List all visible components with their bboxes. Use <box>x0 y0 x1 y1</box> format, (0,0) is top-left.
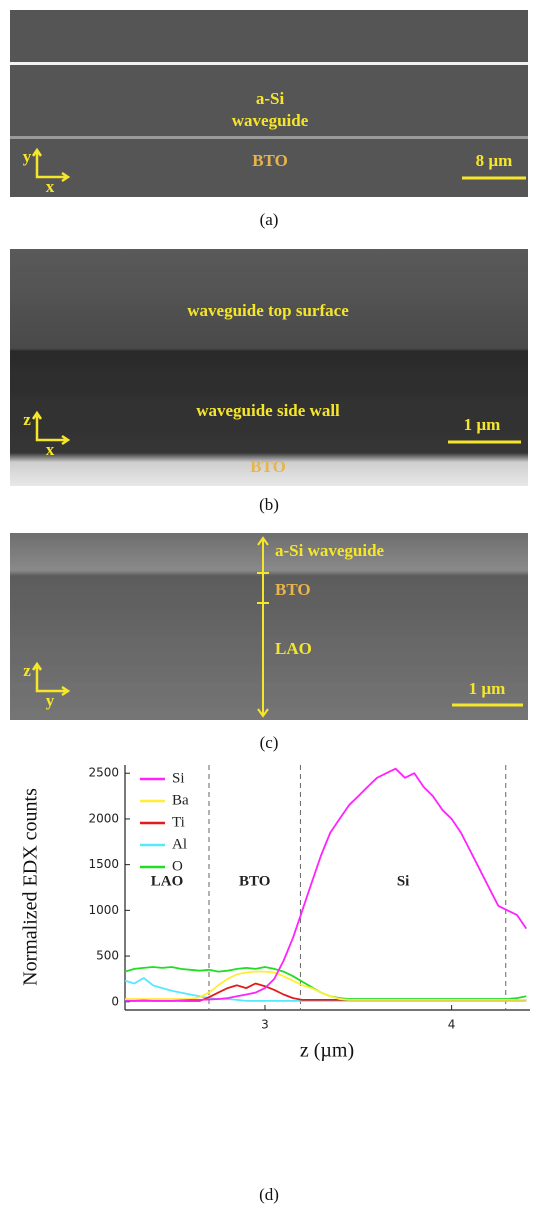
texture <box>10 533 528 720</box>
edge <box>10 136 528 139</box>
x-axis-label: z (µm) <box>300 1040 354 1062</box>
y-axis-label: Normalized EDX counts <box>20 788 42 986</box>
y-tick-label: 2500 <box>88 766 119 780</box>
label: waveguide <box>232 111 309 130</box>
label: y <box>23 147 32 166</box>
label: x <box>46 440 55 459</box>
scale-label: 1 µm <box>464 415 501 434</box>
label: BTO <box>252 151 288 170</box>
label: BTO <box>250 457 286 476</box>
sem-image-b: waveguide top surface waveguide side wal… <box>10 249 528 486</box>
x-tick-label: 3 <box>261 1018 269 1032</box>
legend-label: O <box>172 858 183 874</box>
label: BTO <box>275 580 311 599</box>
legend-label: Al <box>172 836 187 852</box>
label: z <box>23 661 31 680</box>
caption: (b) <box>259 495 279 514</box>
scale-label: 1 µm <box>469 679 506 698</box>
label: a-Si <box>256 89 285 108</box>
region-label: Si <box>397 873 410 889</box>
region-label: BTO <box>239 873 270 889</box>
caption: (c) <box>260 733 279 752</box>
label: z <box>23 410 31 429</box>
legend-label: Ba <box>172 792 189 808</box>
label: a-Si waveguide <box>275 541 385 560</box>
sem-image-c: a-Si waveguide BTO LAO 1 µm z y <box>10 533 528 720</box>
label: waveguide side wall <box>196 401 340 420</box>
label: y <box>46 691 55 710</box>
figure: a-Si waveguide BTO 8 µm y x (a) waveguid… <box>0 0 539 1215</box>
y-tick-label: 2000 <box>88 811 119 825</box>
chart: Normalized EDX counts z (µm) 0 500 1000 150… <box>20 765 530 1062</box>
y-tick-label: 1000 <box>88 903 119 917</box>
region-label: LAO <box>151 873 184 889</box>
label: x <box>46 177 55 196</box>
label: waveguide top surface <box>187 301 349 320</box>
caption: (a) <box>260 210 279 229</box>
x-tick-label: 4 <box>448 1018 456 1032</box>
legend-label: Ti <box>172 814 185 830</box>
scale-label: 8 µm <box>476 151 513 170</box>
label: LAO <box>275 639 312 658</box>
texture <box>10 249 528 486</box>
series-line <box>125 972 526 1000</box>
y-tick-label: 1500 <box>88 857 119 871</box>
caption: (d) <box>259 1185 279 1204</box>
series-line <box>125 978 526 1001</box>
y-tick-label: 500 <box>96 949 119 963</box>
legend-label: Si <box>172 770 185 786</box>
sem-image-a: a-Si waveguide BTO 8 µm y x <box>10 10 528 197</box>
y-tick-label: 0 <box>111 994 119 1008</box>
edge <box>10 62 528 65</box>
